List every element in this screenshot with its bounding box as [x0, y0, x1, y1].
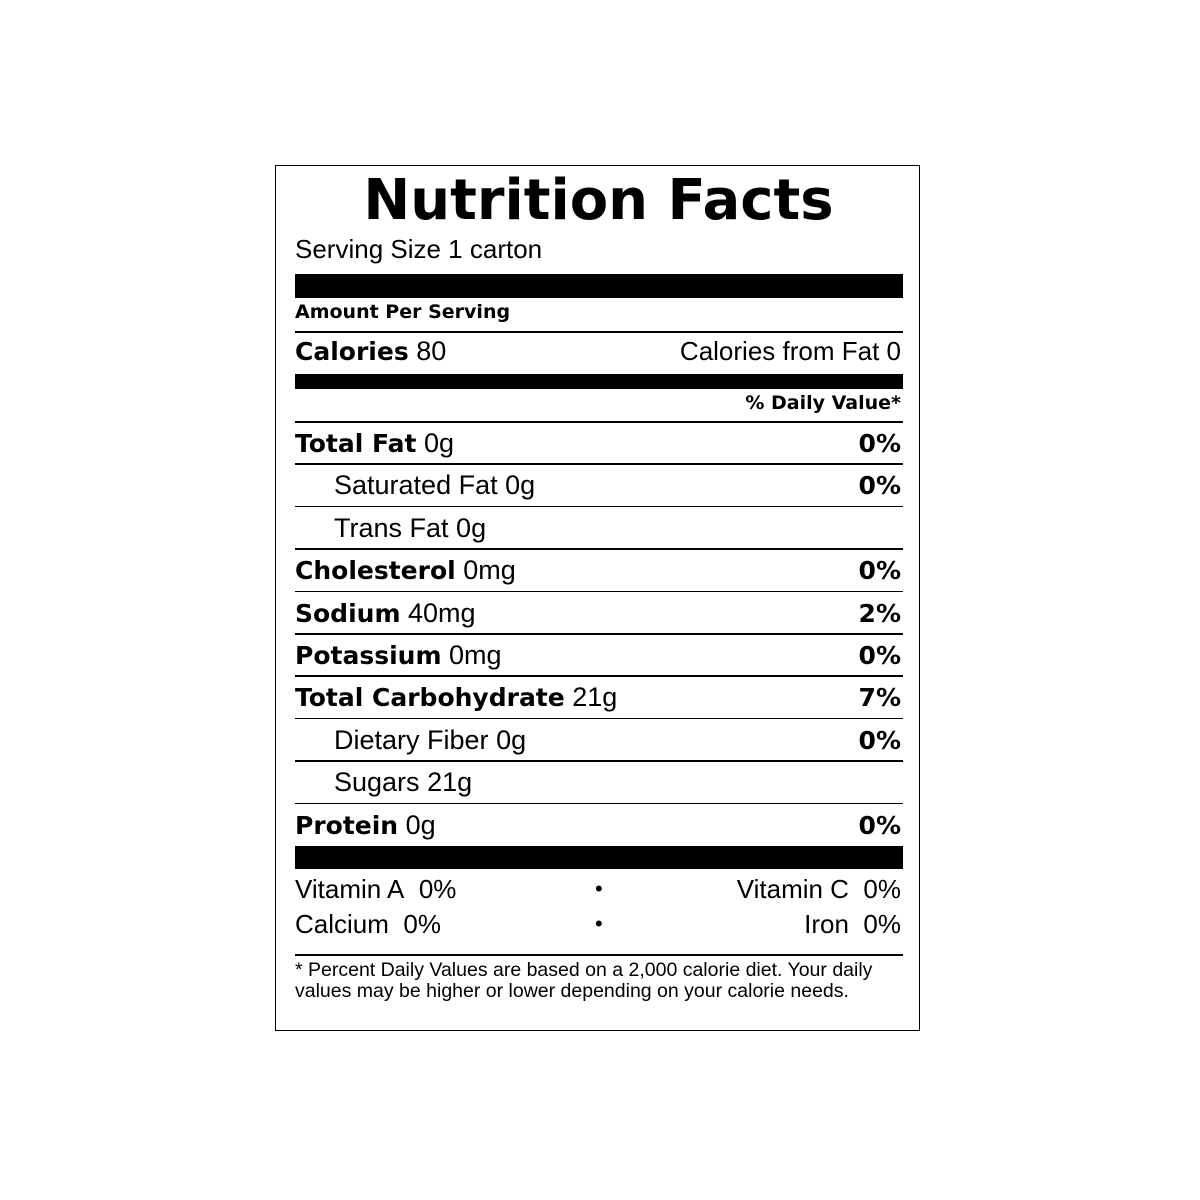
- nutrient-row: Saturated Fat 0g: [334, 470, 535, 501]
- rule: [295, 675, 903, 677]
- vitamin-name: Vitamin C: [736, 874, 849, 904]
- nutrient-name: Cholesterol: [295, 556, 456, 586]
- nutrient-amount: 0mg: [449, 640, 502, 670]
- nutrient-amount: 40mg: [408, 597, 476, 628]
- nutrient-row: Total Fat 0g: [295, 428, 454, 459]
- nutrient-name: Potassium: [295, 641, 442, 670]
- nutrient-row: Potassium 0mg: [295, 640, 502, 671]
- daily-value: 0%: [858, 556, 901, 586]
- nutrient-row: Protein 0g: [295, 810, 436, 841]
- vitamin-value: 0%: [403, 909, 441, 939]
- vitamin: Iron 0%: [804, 909, 901, 940]
- calories-label: Calories: [295, 337, 409, 366]
- daily-value: 0%: [858, 725, 901, 755]
- nutrient-name: Trans Fat: [334, 512, 449, 543]
- rule: [295, 760, 903, 762]
- calories: Calories 80: [295, 336, 446, 367]
- nutrient-row: Sugars 21g: [334, 767, 472, 798]
- daily-value: 0%: [858, 810, 901, 840]
- daily-value: 7%: [858, 683, 901, 713]
- nutrient-name: Dietary Fiber: [334, 724, 489, 755]
- rule: [295, 590, 903, 593]
- calories-from-fat: Calories from Fat 0: [679, 336, 901, 366]
- calories-value: 80: [416, 336, 447, 366]
- nutrient-row: Total Carbohydrate 21g: [295, 682, 617, 713]
- rule: [295, 717, 903, 720]
- separator-dot: •: [595, 876, 603, 901]
- footnote: * Percent Daily Values are based on a 2,…: [295, 959, 873, 1002]
- rule: [295, 548, 903, 550]
- thick-rule: [295, 846, 903, 869]
- vitamin-value: 0%: [418, 874, 457, 904]
- nutrient-row: Dietary Fiber 0g: [334, 725, 526, 756]
- daily-value: 0%: [858, 641, 901, 670]
- nutrient-amount: 0g: [456, 512, 487, 543]
- vitamin-name: Vitamin A: [295, 874, 405, 904]
- separator-dot: •: [595, 911, 603, 936]
- nutrient-amount: 0g: [423, 428, 454, 458]
- daily-value: 0%: [858, 471, 901, 501]
- rule: [295, 633, 903, 635]
- daily-value: 0%: [858, 429, 901, 458]
- nutrient-row: Trans Fat 0g: [334, 513, 486, 544]
- vitamin-value: 0%: [863, 909, 901, 939]
- vitamin: Calcium 0%: [295, 909, 441, 940]
- vitamin-name: Iron: [804, 909, 849, 939]
- rule: [295, 505, 903, 508]
- nutrient-amount: 21g: [572, 682, 618, 713]
- nutrient-name: Sugars: [334, 767, 420, 798]
- nutrient-name: Total Fat: [295, 429, 417, 458]
- serving-size: Serving Size 1 carton: [295, 234, 543, 264]
- nutrient-amount: 21g: [427, 767, 473, 798]
- rule: [295, 421, 903, 423]
- rule: [295, 331, 903, 333]
- vitamin-name: Calcium: [295, 909, 389, 939]
- thick-rule: [295, 274, 903, 298]
- nutrient-name: Sodium: [295, 598, 401, 628]
- title: Nutrition Facts: [363, 168, 834, 233]
- nutrient-amount: 0g: [405, 809, 436, 840]
- nutrient-row: Sodium 40mg: [295, 598, 476, 629]
- nutrient-amount: 0g: [496, 724, 527, 755]
- nutrient-name: Saturated Fat: [334, 470, 498, 501]
- nutrition-label: Nutrition Facts Serving Size 1 carton Am…: [275, 165, 920, 1031]
- thick-rule: [295, 374, 903, 389]
- nutrient-amount: 0g: [505, 470, 536, 501]
- daily-value-header: % Daily Value*: [745, 392, 901, 414]
- rule: [295, 802, 903, 805]
- vitamin-value: 0%: [863, 874, 901, 904]
- nutrient-name: Protein: [295, 810, 399, 840]
- nutrient-row: Cholesterol 0mg: [295, 555, 516, 586]
- rule: [295, 954, 903, 956]
- nutrient-amount: 0mg: [463, 555, 516, 586]
- daily-value: 2%: [858, 598, 901, 628]
- vitamin: Vitamin A 0%: [295, 874, 456, 905]
- nutrient-name: Total Carbohydrate: [295, 683, 565, 713]
- rule: [295, 463, 903, 465]
- amount-per-serving: Amount Per Serving: [295, 301, 511, 323]
- vitamin: Vitamin C 0%: [737, 874, 901, 905]
